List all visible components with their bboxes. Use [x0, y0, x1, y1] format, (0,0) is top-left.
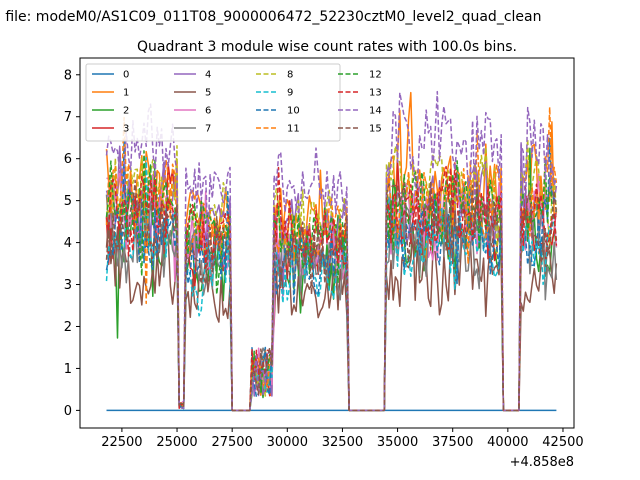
x-axis-offset-label: +4.858e8	[510, 455, 574, 470]
legend-label-13: 13	[369, 88, 382, 99]
x-tick-label: 40000	[487, 435, 528, 450]
chart-title: Quadrant 3 module wise count rates with …	[137, 39, 517, 55]
series-line-14	[105, 90, 558, 412]
x-tick-label: 42500	[542, 435, 583, 450]
series-line-8	[106, 138, 558, 412]
series-line-13	[105, 162, 558, 412]
y-tick-label: 6	[64, 152, 72, 167]
legend-label-0: 0	[123, 70, 129, 81]
y-tick-label: 0	[64, 404, 72, 419]
legend-label-10: 10	[287, 106, 300, 117]
series-line-15	[105, 179, 558, 412]
x-tick-label: 25000	[156, 435, 197, 450]
legend-label-1: 1	[123, 88, 129, 99]
legend-label-14: 14	[369, 106, 382, 117]
x-tick-label: 32500	[322, 435, 363, 450]
y-tick-label: 5	[64, 194, 72, 209]
legend-label-9: 9	[287, 88, 293, 99]
x-axis: 22500 25000 27500 30000 32500 35000 37500 40000…	[101, 428, 584, 450]
y-tick-label: 1	[64, 362, 72, 377]
figure-suptitle: n file: modeM0/AS1C09_011T08_9000006472_…	[0, 9, 541, 25]
y-tick-label: 4	[64, 236, 72, 251]
y-tick-label: 3	[64, 278, 72, 293]
legend-label-12: 12	[369, 70, 382, 81]
series-layer	[105, 90, 558, 412]
legend-frame	[85, 63, 341, 142]
legend-label-6: 6	[205, 106, 211, 117]
legend-label-4: 4	[205, 70, 211, 81]
y-axis: 0 1 2 3 4 5 6 7 8	[64, 68, 80, 419]
x-tick-label: 30000	[267, 435, 308, 450]
legend-label-7: 7	[205, 124, 211, 135]
legend-label-5: 5	[205, 88, 211, 99]
y-tick-label: 7	[64, 110, 72, 125]
legend-label-15: 15	[369, 124, 382, 135]
x-tick-label: 22500	[101, 435, 142, 450]
x-tick-label: 35000	[377, 435, 418, 450]
y-tick-label: 8	[64, 68, 72, 83]
legend-label-2: 2	[123, 106, 129, 117]
legend-label-8: 8	[287, 70, 293, 81]
x-tick-label: 27500	[211, 435, 252, 450]
legend-label-3: 3	[123, 124, 129, 135]
legend-label-11: 11	[287, 124, 300, 135]
y-tick-label: 2	[64, 320, 72, 335]
x-tick-label: 37500	[432, 435, 473, 450]
